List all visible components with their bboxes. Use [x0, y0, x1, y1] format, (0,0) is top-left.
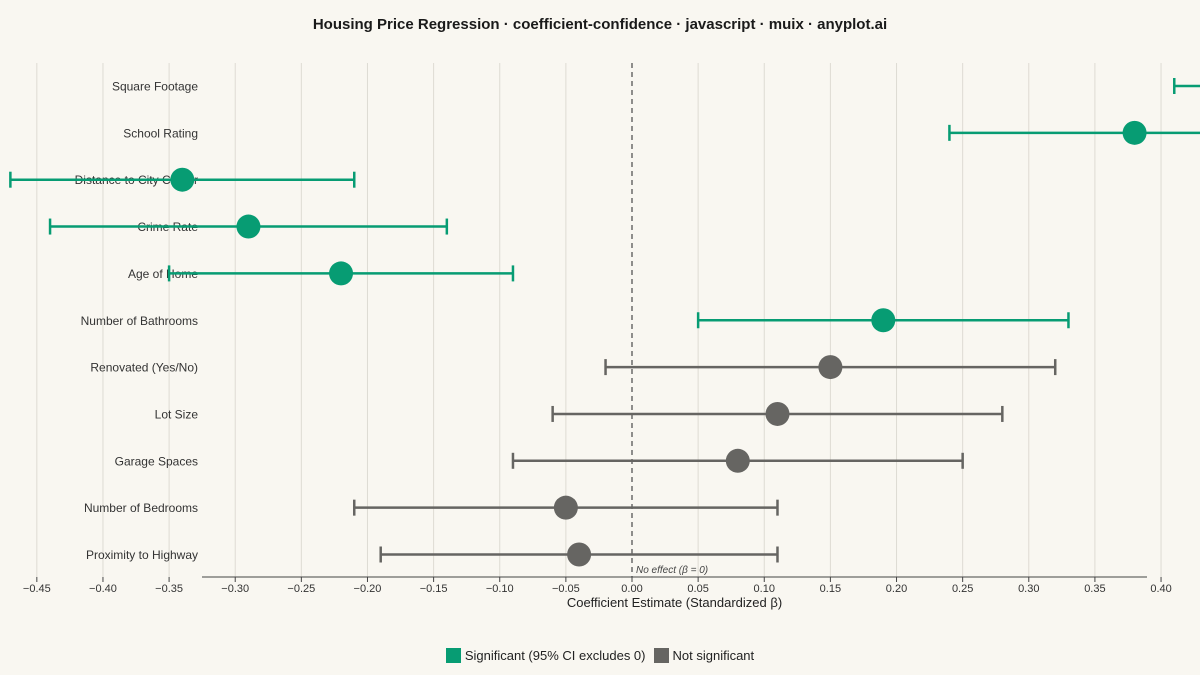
x-tick-label: 0.15	[820, 583, 841, 595]
x-tick-label: 0.25	[952, 583, 973, 595]
x-tick-label: −0.25	[287, 583, 315, 595]
x-tick-label: −0.20	[354, 583, 382, 595]
x-axis-label: Coefficient Estimate (Standardized β)	[567, 595, 782, 610]
estimate-point	[170, 167, 195, 192]
category-label: Garage Spaces	[115, 454, 198, 468]
x-tick-label: −0.15	[420, 583, 448, 595]
x-tick-label: −0.40	[89, 583, 117, 595]
x-tick-label: −0.35	[155, 583, 183, 595]
category-label: Proximity to Highway	[86, 548, 198, 562]
chart-title: Housing Price Regression · coefficient-c…	[312, 16, 888, 33]
x-tick-label: −0.05	[552, 583, 580, 595]
estimate-point	[1122, 120, 1147, 145]
estimate-point	[765, 401, 790, 426]
reference-line-label: No effect (β = 0)	[636, 565, 708, 576]
x-tick-label: 0.40	[1150, 583, 1171, 595]
legend: Significant (95% CI excludes 0) Not sign…	[0, 648, 1200, 663]
legend-item-not-significant[interactable]: Not significant	[653, 648, 755, 663]
category-label: Lot Size	[155, 407, 199, 421]
not-significant-swatch	[653, 648, 669, 663]
estimate-point	[871, 308, 896, 333]
category-label: Age of Home	[128, 267, 198, 281]
legend-item-significant[interactable]: Significant (95% CI excludes 0)	[445, 648, 646, 663]
estimate-point	[725, 448, 750, 473]
x-tick-label: 0.35	[1084, 583, 1105, 595]
category-label: Renovated (Yes/No)	[90, 361, 198, 375]
significant-swatch	[445, 648, 461, 663]
legend-label-significant: Significant (95% CI excludes 0)	[464, 648, 646, 663]
x-tick-label: 0.20	[886, 583, 907, 595]
x-tick-label: −0.10	[486, 583, 514, 595]
x-tick-label: 0.05	[687, 583, 708, 595]
estimate-point	[236, 214, 261, 239]
estimate-point	[553, 495, 578, 520]
x-tick-label: 0.10	[754, 583, 775, 595]
legend-label-not-significant: Not significant	[672, 648, 755, 663]
category-label: Square Footage	[112, 80, 198, 94]
estimate-point	[818, 355, 843, 380]
category-label: Number of Bathrooms	[81, 314, 198, 328]
category-label: School Rating	[123, 126, 198, 140]
x-tick-label: −0.30	[221, 583, 249, 595]
estimate-point	[567, 542, 592, 567]
x-tick-label: 0.00	[621, 583, 642, 595]
category-label: Number of Bedrooms	[84, 501, 198, 515]
x-tick-label: −0.45	[23, 583, 51, 595]
x-tick-label: 0.30	[1018, 583, 1039, 595]
estimate-point	[329, 261, 354, 286]
